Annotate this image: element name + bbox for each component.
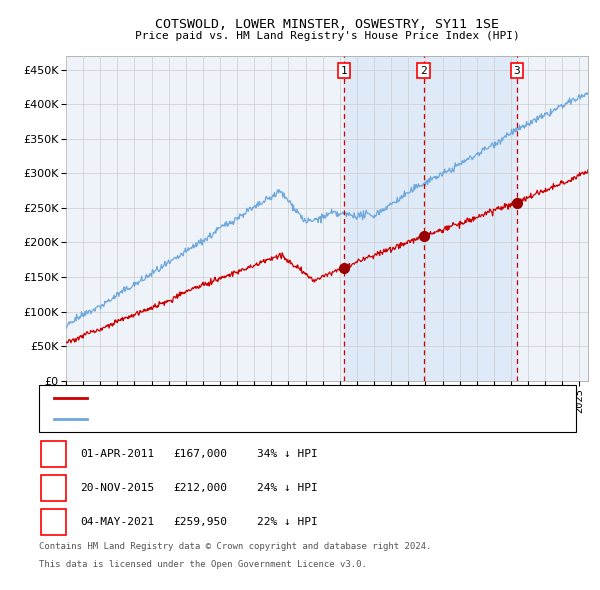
Text: 3: 3 — [50, 517, 57, 527]
Text: COTSWOLD, LOWER MINSTER, OSWESTRY, SY11 1SE (detached house): COTSWOLD, LOWER MINSTER, OSWESTRY, SY11 … — [94, 393, 469, 403]
Bar — [344, 56, 517, 381]
Text: 01-APR-2011: 01-APR-2011 — [80, 449, 154, 458]
Text: 1: 1 — [50, 449, 57, 458]
Text: 22% ↓ HPI: 22% ↓ HPI — [257, 517, 317, 527]
Text: 24% ↓ HPI: 24% ↓ HPI — [257, 483, 317, 493]
Text: £259,950: £259,950 — [173, 517, 227, 527]
Text: HPI: Average price, detached house, Shropshire: HPI: Average price, detached house, Shro… — [94, 414, 382, 424]
Text: Price paid vs. HM Land Registry's House Price Index (HPI): Price paid vs. HM Land Registry's House … — [134, 31, 520, 41]
Text: This data is licensed under the Open Government Licence v3.0.: This data is licensed under the Open Gov… — [39, 560, 367, 569]
Text: £167,000: £167,000 — [173, 449, 227, 458]
Text: COTSWOLD, LOWER MINSTER, OSWESTRY, SY11 1SE: COTSWOLD, LOWER MINSTER, OSWESTRY, SY11 … — [155, 18, 499, 31]
Text: 20-NOV-2015: 20-NOV-2015 — [80, 483, 154, 493]
Text: 3: 3 — [514, 65, 520, 76]
Text: 2: 2 — [50, 483, 57, 493]
Text: £212,000: £212,000 — [173, 483, 227, 493]
Text: Contains HM Land Registry data © Crown copyright and database right 2024.: Contains HM Land Registry data © Crown c… — [39, 542, 431, 551]
Text: 2: 2 — [420, 65, 427, 76]
Text: 1: 1 — [341, 65, 347, 76]
Text: 34% ↓ HPI: 34% ↓ HPI — [257, 449, 317, 458]
Text: 04-MAY-2021: 04-MAY-2021 — [80, 517, 154, 527]
